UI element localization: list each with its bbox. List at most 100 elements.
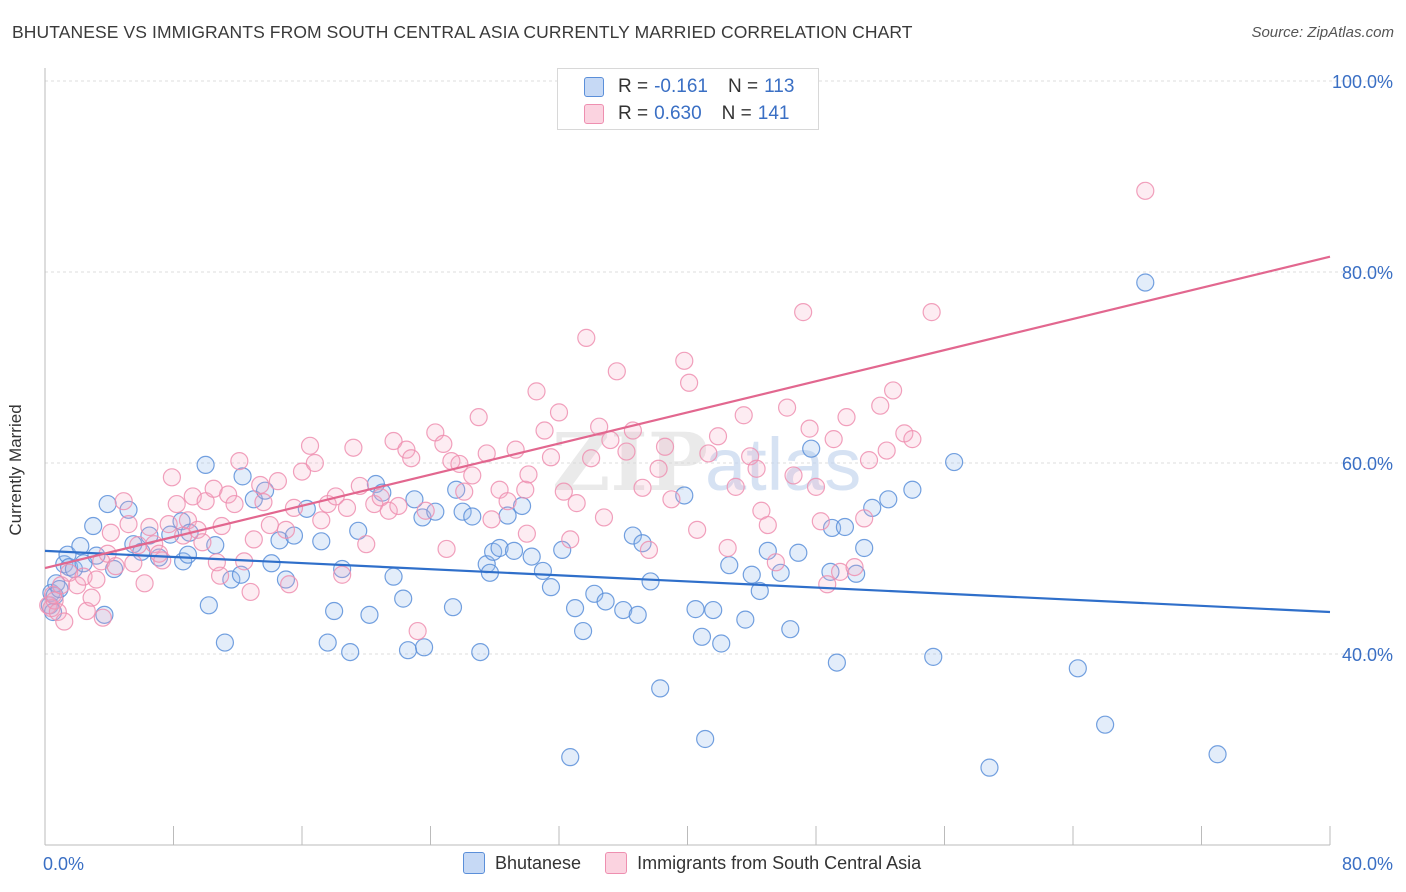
point-immigrants [734, 406, 753, 425]
gridlines [45, 80, 1392, 655]
point-immigrants [582, 449, 601, 468]
legend-swatch-blue [584, 77, 604, 97]
point-bhutanese [196, 455, 215, 475]
point-immigrants [384, 431, 403, 451]
point-bhutanese [696, 729, 715, 749]
point-bhutanese [215, 633, 234, 652]
watermark-atlas: atlas [705, 423, 861, 506]
point-immigrants [225, 494, 244, 514]
axes [44, 68, 1331, 846]
point-immigrants [159, 515, 178, 534]
point-bhutanese [847, 564, 866, 583]
point-bhutanese [704, 600, 723, 620]
point-bhutanese [318, 633, 337, 652]
point-immigrants [48, 602, 67, 622]
point-bhutanese [692, 627, 712, 646]
point-immigrants [688, 520, 707, 539]
point-immigrants [699, 444, 718, 463]
point-bhutanese [565, 599, 585, 618]
point-immigrants [379, 501, 398, 520]
point-immigrants [119, 515, 138, 534]
point-immigrants [416, 501, 435, 520]
point-immigrants [824, 430, 843, 449]
point-bhutanese [633, 534, 652, 553]
point-immigrants [818, 575, 837, 594]
point-immigrants [124, 554, 143, 573]
n-value-immigrants: 141 [757, 103, 790, 124]
point-immigrants [402, 449, 421, 468]
point-immigrants [811, 512, 830, 531]
point-bhutanese [879, 490, 898, 509]
point-bhutanese [855, 538, 874, 558]
point-immigrants [333, 565, 352, 584]
point-bhutanese [623, 526, 642, 545]
point-immigrants [639, 540, 659, 560]
point-bhutanese [270, 531, 289, 550]
point-immigrants [1136, 181, 1155, 200]
legend-row-bhutanese: R = -0.161 N = 113 [584, 76, 794, 98]
point-immigrants [541, 448, 561, 467]
point-immigrants [482, 510, 501, 529]
point-immigrants [135, 574, 154, 593]
point-immigrants [922, 303, 941, 322]
point-immigrants [219, 485, 238, 504]
point-immigrants [55, 612, 74, 631]
point-bhutanese [405, 490, 424, 509]
point-immigrants [601, 430, 620, 450]
point-bhutanese [471, 642, 490, 662]
point-immigrants [766, 553, 785, 572]
point-bhutanese [384, 567, 403, 586]
point-immigrants [718, 538, 737, 558]
watermark-zip: ZIP [552, 415, 708, 509]
point-immigrants [567, 494, 586, 513]
point-immigrants [45, 591, 64, 610]
trend-line-immigrants [44, 255, 1331, 570]
point-immigrants [577, 328, 596, 347]
point-bhutanese [596, 592, 615, 611]
point-immigrants [260, 515, 279, 535]
point-immigrants [527, 382, 546, 401]
point-immigrants [230, 451, 249, 471]
point-bhutanese [233, 467, 252, 486]
point-bhutanese [453, 502, 472, 521]
point-bhutanese [561, 748, 580, 767]
point-immigrants [877, 441, 896, 460]
source-label: Source: ZipAtlas.com [1251, 24, 1394, 41]
point-bhutanese [541, 578, 561, 597]
point-immigrants [251, 475, 270, 495]
point-immigrants [397, 440, 416, 459]
y-tick-label: 80.0% [1342, 263, 1393, 283]
point-immigrants [106, 557, 125, 576]
point-immigrants [469, 408, 488, 427]
point-immigrants [337, 498, 357, 517]
point-immigrants [162, 468, 181, 487]
point-immigrants [845, 557, 864, 577]
point-immigrants [371, 488, 390, 507]
point-immigrants [837, 408, 856, 427]
r-label: R = [618, 103, 649, 124]
point-bhutanese [231, 565, 251, 584]
point-immigrants [535, 421, 554, 440]
point-immigrants [312, 511, 331, 530]
point-bhutanese [341, 642, 360, 662]
point-immigrants [649, 459, 668, 478]
point-immigrants [747, 459, 766, 478]
point-bhutanese [522, 547, 541, 566]
point-bhutanese [325, 601, 344, 621]
point-immigrants [455, 482, 474, 501]
point-bhutanese [835, 517, 855, 537]
point-bhutanese [742, 565, 761, 584]
point-bhutanese [84, 516, 103, 536]
series-legend: Bhutanese Immigrants from South Central … [463, 852, 945, 874]
trend-line-bhutanese [44, 549, 1331, 614]
point-immigrants [758, 515, 777, 535]
point-immigrants [498, 492, 517, 511]
legend-swatch-pink [605, 852, 628, 874]
point-immigrants [883, 381, 903, 400]
point-immigrants [93, 608, 112, 627]
point-bhutanese [614, 600, 633, 620]
point-immigrants [292, 462, 312, 481]
point-bhutanese [398, 641, 418, 660]
point-immigrants [708, 427, 728, 446]
